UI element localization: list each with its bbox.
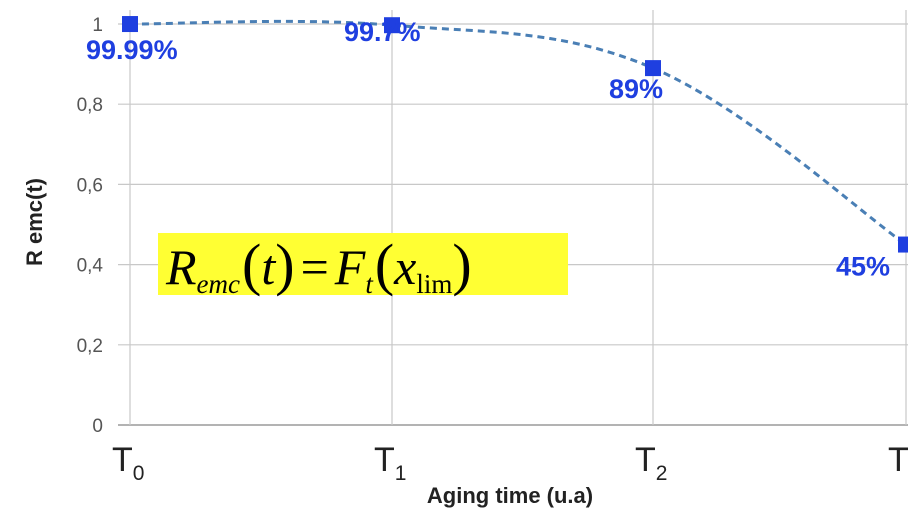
series-line bbox=[129, 19, 907, 246]
data-point-marker bbox=[122, 16, 138, 33]
formula-rhs-symbol: F bbox=[334, 239, 366, 295]
x-tick-label: T3 bbox=[888, 441, 908, 485]
x-tick-label: T2 bbox=[635, 441, 667, 485]
y-tick-label: 0,2 bbox=[77, 336, 103, 357]
formula-rhs-arg: x bbox=[393, 239, 416, 295]
data-point-marker bbox=[898, 236, 908, 253]
formula-operator: = bbox=[301, 239, 329, 295]
y-tick-label: 0,4 bbox=[77, 256, 104, 277]
y-tick-label: 0,6 bbox=[77, 175, 103, 196]
x-axis-title: Aging time (u.a) bbox=[427, 483, 593, 508]
grid-layer bbox=[118, 10, 908, 426]
data-label: 89% bbox=[609, 74, 663, 104]
x-tick-labels: T0 T1 T2 T3 bbox=[112, 441, 908, 485]
data-point-marker bbox=[645, 60, 661, 77]
data-point-marker bbox=[384, 17, 400, 34]
y-axis-title: R emc(t) bbox=[22, 178, 47, 266]
data-label: 45% bbox=[836, 252, 890, 282]
formula-rhs-arg-sub: lim bbox=[416, 269, 452, 299]
y-tick-label: 0 bbox=[92, 416, 103, 437]
y-tick-labels: 0 0,2 0,4 0,6 0,8 1 bbox=[77, 15, 104, 437]
formula-text: Remc(t) = Ft(xlim) bbox=[165, 232, 472, 299]
x-tick-label: T1 bbox=[374, 441, 406, 485]
formula-rhs-sub: t bbox=[365, 269, 374, 299]
data-labels: 99.99% 99.7% 89% 45% bbox=[86, 17, 890, 281]
formula-lhs-sub: emc bbox=[197, 269, 240, 299]
formula-highlight bbox=[158, 233, 568, 295]
data-label: 99.99% bbox=[86, 35, 178, 65]
y-tick-label: 1 bbox=[92, 15, 103, 36]
formula-lhs-arg: t bbox=[261, 239, 276, 295]
y-tick-label: 0,8 bbox=[77, 95, 103, 116]
x-tick-label: T0 bbox=[112, 441, 144, 485]
formula-lhs-symbol: R bbox=[165, 239, 197, 295]
series-markers bbox=[122, 16, 908, 253]
formula-annotation: Remc(t) = Ft(xlim) bbox=[158, 232, 568, 299]
data-label: 99.7% bbox=[344, 17, 421, 47]
